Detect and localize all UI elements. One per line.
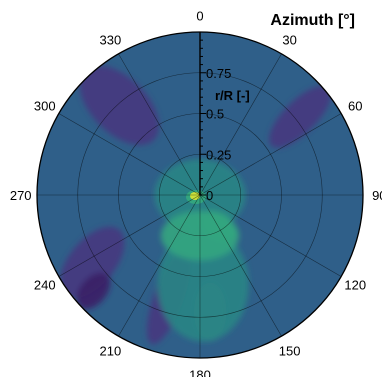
radial-axis: 0 0.25 0.5 0.75	[199, 31, 231, 203]
grid-spoke-330	[118, 53, 201, 196]
lowest-region-225	[76, 272, 111, 310]
azimuth-tick-label: 120	[344, 278, 366, 293]
azimuth-tick-label: 150	[279, 343, 301, 358]
grid-spoke-30	[199, 53, 282, 196]
azimuth-tick-label: 300	[34, 98, 56, 113]
low-region-330	[79, 65, 160, 146]
low-region-240	[59, 226, 125, 298]
grid-spoke-150	[199, 194, 282, 337]
grid-spoke-300	[58, 113, 201, 196]
peak-core	[190, 192, 200, 200]
radial-tick-label: 0	[206, 188, 213, 203]
radial-tick-label: 0.25	[206, 147, 231, 162]
azimuth-tick-label: 240	[34, 278, 56, 293]
grid-spoke-240	[58, 194, 201, 277]
low-region-60	[269, 85, 332, 148]
grid-spoke-60	[199, 113, 342, 196]
chart-title: Azimuth [°]	[270, 12, 355, 29]
azimuth-tick-label: 90	[372, 188, 382, 203]
radial-tick-label: 0.75	[206, 66, 231, 81]
azimuth-tick-label: 270	[10, 188, 32, 203]
mid-region-outer	[193, 282, 227, 342]
azimuth-tick-label: 30	[282, 33, 296, 48]
azimuth-tick-label: 60	[348, 98, 362, 113]
radial-tick-label: 0.5	[206, 107, 224, 122]
grid-spoke-210	[118, 194, 201, 337]
azimuth-tick-label: 330	[99, 33, 121, 48]
grid-spoke-120	[199, 194, 342, 277]
azimuth-tick-label: 0	[196, 9, 203, 24]
azimuth-tick-label: 210	[99, 343, 121, 358]
azimuth-tick-label: 180	[189, 367, 211, 377]
radial-axis-label: r/R [-]	[215, 88, 250, 103]
